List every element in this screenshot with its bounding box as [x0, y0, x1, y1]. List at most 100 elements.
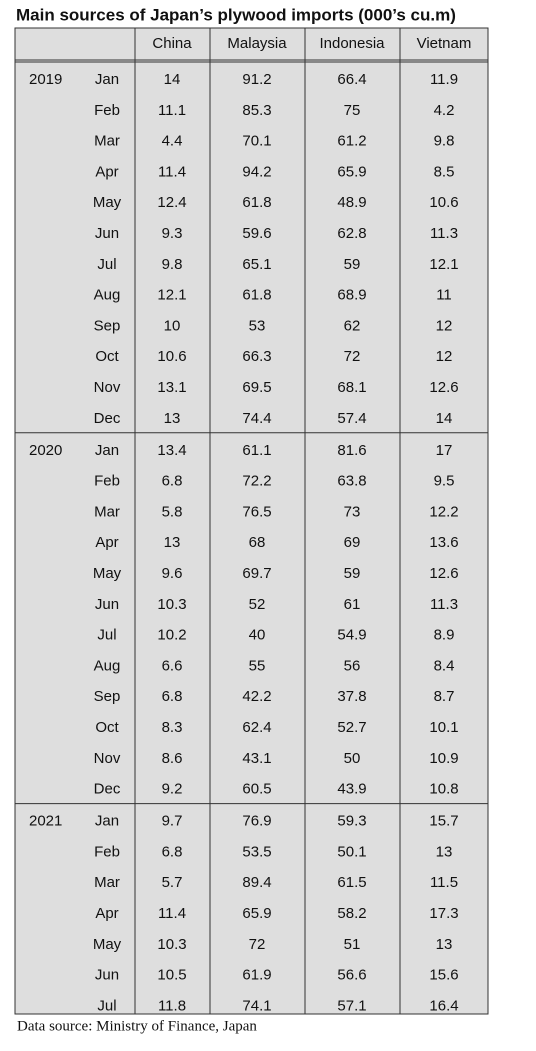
cell-value: 8.9 [434, 627, 455, 644]
column-header: China [152, 35, 192, 52]
cell-value: 50.1 [337, 843, 366, 860]
cell-value: 63.8 [337, 473, 366, 490]
year-label: 2019 [29, 71, 62, 88]
cell-value: 12.4 [157, 194, 186, 211]
cell-value: 5.7 [162, 874, 183, 891]
cell-value: 52.7 [337, 719, 366, 736]
cell-value: 13 [164, 410, 181, 427]
cell-value: 17.3 [429, 905, 458, 922]
cell-value: 10 [164, 317, 181, 334]
source-note: Data source: Ministry of Finance, Japan [17, 1018, 257, 1034]
cell-value: 69 [344, 534, 361, 551]
cell-value: 8.4 [434, 657, 455, 674]
cell-value: 62.4 [242, 719, 271, 736]
cell-value: 61.2 [337, 133, 366, 150]
cell-value: 73 [344, 503, 361, 520]
cell-value: 68 [249, 534, 266, 551]
month-label: May [93, 565, 122, 582]
month-label: Jul [97, 627, 116, 644]
cell-value: 65.1 [242, 256, 271, 273]
cell-value: 59.3 [337, 813, 366, 830]
cell-value: 9.2 [162, 781, 183, 798]
column-header: Indonesia [319, 35, 385, 52]
cell-value: 54.9 [337, 627, 366, 644]
month-label: Apr [95, 905, 118, 922]
cell-value: 72 [249, 936, 266, 953]
cell-value: 89.4 [242, 874, 271, 891]
cell-value: 61.8 [242, 194, 271, 211]
cell-value: 9.5 [434, 473, 455, 490]
cell-value: 10.2 [157, 627, 186, 644]
cell-value: 9.8 [162, 256, 183, 273]
cell-value: 13 [436, 843, 453, 860]
cell-value: 8.3 [162, 719, 183, 736]
cell-value: 10.6 [429, 194, 458, 211]
cell-value: 61.9 [242, 967, 271, 984]
title: Main sources of Japan’s plywood imports … [16, 5, 456, 24]
cell-value: 4.4 [162, 133, 183, 150]
cell-value: 6.8 [162, 473, 183, 490]
column-header: Malaysia [227, 35, 287, 52]
cell-value: 14 [164, 71, 181, 88]
cell-value: 53 [249, 317, 266, 334]
cell-value: 52 [249, 596, 266, 613]
month-label: Jul [97, 256, 116, 273]
cell-value: 11.4 [158, 905, 186, 922]
cell-value: 12.1 [157, 287, 186, 304]
cell-value: 56 [344, 657, 361, 674]
cell-value: 66.4 [337, 71, 366, 88]
month-label: Sep [94, 317, 121, 334]
cell-value: 10.1 [429, 719, 458, 736]
month-label: Mar [94, 133, 120, 150]
month-label: Mar [94, 503, 120, 520]
cell-value: 62 [344, 317, 361, 334]
month-label: Dec [94, 410, 121, 427]
month-label: Apr [95, 163, 118, 180]
month-label: Jan [95, 442, 119, 459]
cell-value: 13 [436, 936, 453, 953]
month-label: Jan [95, 813, 119, 830]
cell-value: 69.7 [242, 565, 271, 582]
cell-value: 75 [344, 102, 361, 119]
cell-value: 9.6 [162, 565, 183, 582]
cell-value: 8.5 [434, 163, 455, 180]
cell-value: 58.2 [337, 905, 366, 922]
month-label: Oct [95, 719, 119, 736]
cell-value: 10.3 [157, 596, 186, 613]
cell-value: 9.7 [162, 813, 183, 830]
cell-value: 12.2 [429, 503, 458, 520]
cell-value: 10.5 [157, 967, 186, 984]
cell-value: 74.1 [242, 997, 271, 1014]
cell-value: 13.6 [429, 534, 458, 551]
cell-value: 15.6 [429, 967, 458, 984]
cell-value: 85.3 [242, 102, 271, 119]
cell-value: 12 [436, 317, 453, 334]
month-label: Jun [95, 225, 119, 242]
cell-value: 10.8 [429, 781, 458, 798]
cell-value: 51 [344, 936, 361, 953]
cell-value: 10.9 [429, 750, 458, 767]
cell-value: 68.9 [337, 287, 366, 304]
cell-value: 16.4 [429, 997, 458, 1014]
cell-value: 74.4 [242, 410, 271, 427]
cell-value: 14 [436, 410, 453, 427]
month-label: Jul [97, 997, 116, 1014]
cell-value: 4.2 [434, 102, 455, 119]
cell-value: 11.1 [158, 102, 186, 119]
month-label: Apr [95, 534, 118, 551]
cell-value: 43.9 [337, 781, 366, 798]
cell-value: 81.6 [337, 442, 366, 459]
cell-value: 57.4 [337, 410, 366, 427]
month-label: Jan [95, 71, 119, 88]
month-label: Sep [94, 688, 121, 705]
cell-value: 91.2 [242, 71, 271, 88]
cell-value: 59 [344, 565, 361, 582]
cell-value: 42.2 [242, 688, 271, 705]
cell-value: 65.9 [337, 163, 366, 180]
cell-value: 6.6 [162, 657, 183, 674]
cell-value: 12 [436, 348, 453, 365]
cell-value: 94.2 [242, 163, 271, 180]
cell-value: 69.5 [242, 379, 271, 396]
cell-value: 10.6 [157, 348, 186, 365]
